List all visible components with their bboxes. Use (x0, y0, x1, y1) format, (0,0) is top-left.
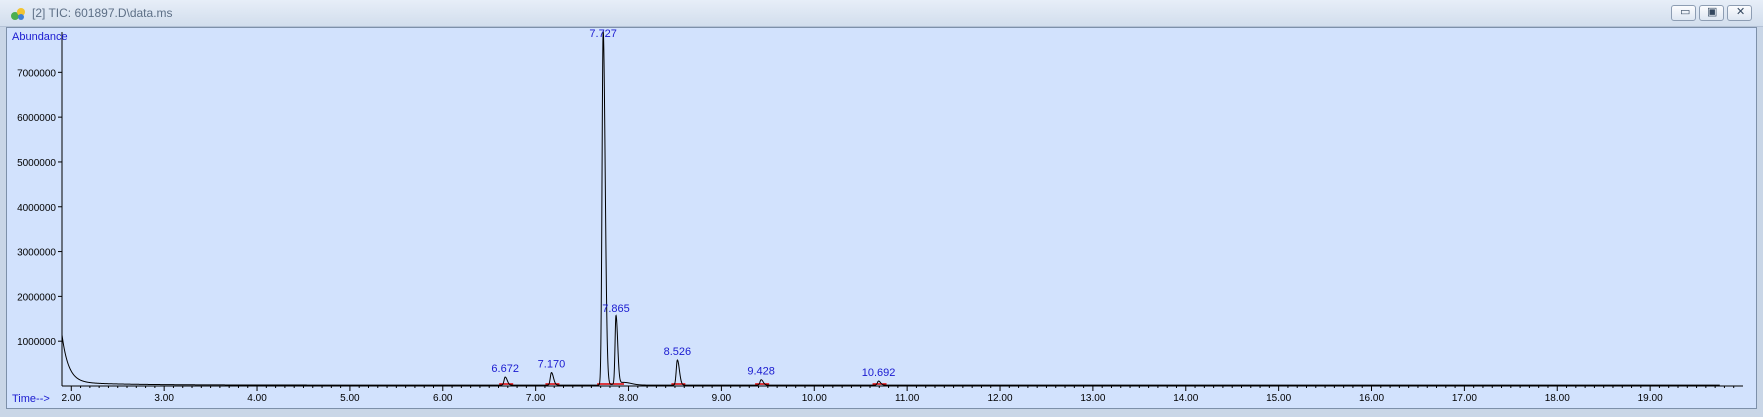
restore-button[interactable]: ▣ (1699, 5, 1724, 21)
peak-label: 9.428 (747, 366, 775, 378)
title-bar[interactable]: [2] TIC: 601897.D\data.ms ▭ ▣ ✕ (0, 0, 1763, 27)
y-tick-label: 6000000 (17, 113, 56, 124)
x-tick-label: 9.00 (712, 393, 732, 404)
peak-label: 8.526 (664, 346, 692, 358)
y-tick-label: 5000000 (17, 158, 56, 169)
minimize-button[interactable]: ▭ (1671, 5, 1696, 21)
y-tick-label: 2000000 (17, 292, 56, 303)
x-tick-label: 12.00 (988, 393, 1013, 404)
x-tick-label: 6.00 (433, 393, 453, 404)
x-tick-label: 16.00 (1359, 393, 1384, 404)
x-tick-label: 13.00 (1080, 393, 1105, 404)
x-tick-label: 10.00 (802, 393, 827, 404)
chromatogram-app-icon (11, 8, 25, 20)
x-tick-label: 4.00 (247, 393, 267, 404)
close-icon: ✕ (1736, 6, 1746, 18)
x-tick-label: 7.00 (526, 393, 546, 404)
x-tick-group: 2.00 3.00 4.00 5.00 6.00 7.00 8.00 9.00 10.00 11.… (62, 386, 1735, 404)
y-tick-label: 7000000 (17, 68, 56, 79)
peak-label: 10.692 (862, 367, 896, 379)
restore-icon: ▣ (1707, 6, 1718, 18)
peak-labels: 6.672 7.170 7.727 7.865 8.526 9.428 10.692 (491, 28, 895, 379)
peak-label: 7.170 (538, 358, 566, 370)
peak-label: 6.672 (491, 363, 519, 375)
x-tick-label: 17.00 (1452, 393, 1477, 404)
y-tick-label: 4000000 (17, 203, 56, 214)
y-tick-group: 1000000 2000000 3000000 4000000 5000000 60000… (17, 68, 62, 348)
x-tick-label: 18.00 (1545, 393, 1570, 404)
x-axis-label: Time--> (12, 393, 50, 405)
close-button[interactable]: ✕ (1727, 5, 1752, 21)
plot-background (7, 28, 1756, 408)
y-tick-label: 1000000 (17, 337, 56, 348)
peak-label: 7.865 (602, 303, 630, 315)
x-tick-label: 11.00 (895, 393, 920, 404)
x-tick-label: 19.00 (1638, 393, 1663, 404)
x-tick-label: 3.00 (154, 393, 174, 404)
window-title: [2] TIC: 601897.D\data.ms (32, 6, 173, 20)
y-tick-label: 3000000 (17, 248, 56, 259)
x-tick-label: 15.00 (1266, 393, 1291, 404)
y-axis-label: Abundance (12, 31, 68, 43)
tic-trace (61, 30, 1720, 386)
x-tick-label: 8.00 (619, 393, 639, 404)
peak-label: 7.727 (589, 28, 617, 40)
minimize-icon: ▭ (1680, 6, 1691, 18)
x-tick-label: 14.00 (1173, 393, 1198, 404)
x-tick-label: 2.00 (62, 393, 82, 404)
x-tick-label: 5.00 (340, 393, 360, 404)
